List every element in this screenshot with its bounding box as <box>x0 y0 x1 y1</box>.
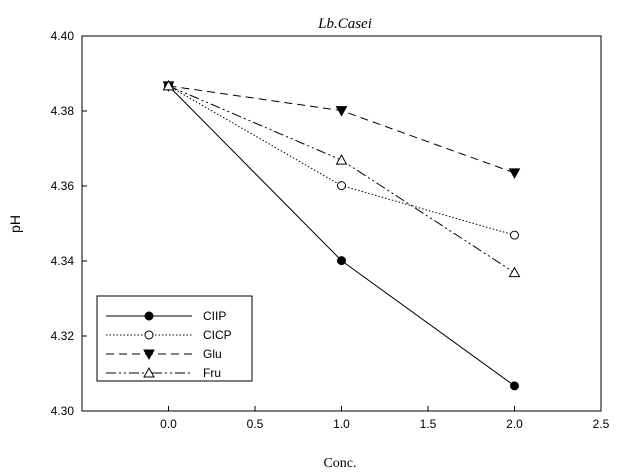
data-point <box>335 106 348 117</box>
y-tick-label: 4.30 <box>51 404 75 418</box>
legend-marker <box>143 366 155 378</box>
y-tick-label: 4.38 <box>51 104 75 118</box>
x-axis-label: Conc. <box>323 456 356 471</box>
legend-marker <box>144 311 154 321</box>
series-layer <box>162 79 521 391</box>
legend-item: CIIP <box>106 309 226 323</box>
y-tick-label: 4.34 <box>51 254 75 268</box>
x-tick-label: 2.5 <box>593 417 610 431</box>
x-tick-label: 0.5 <box>247 417 264 431</box>
series-fru <box>162 79 521 278</box>
data-point <box>508 168 521 179</box>
x-tick-label: 1.0 <box>333 417 350 431</box>
data-point <box>337 181 346 191</box>
y-axis-label: pH <box>7 215 23 233</box>
legend-label: CICP <box>203 328 232 342</box>
y-axis: 4.30 4.32 4.34 4.36 4.38 4.40 <box>51 29 87 418</box>
data-point <box>510 381 519 391</box>
data-point <box>510 230 519 240</box>
legend-item: Glu <box>106 347 222 361</box>
data-point <box>337 256 346 266</box>
legend-label: CIIP <box>203 309 226 323</box>
data-point <box>162 79 175 91</box>
x-tick-label: 2.0 <box>506 417 523 431</box>
legend-label: Glu <box>203 347 222 361</box>
legend: CIIP CICP Glu Fru <box>96 295 253 382</box>
data-point <box>335 154 348 165</box>
x-axis: 0.0 0.5 1.0 1.5 2.0 2.5 <box>160 406 610 431</box>
y-tick-label: 4.40 <box>51 29 75 43</box>
legend-item: Fru <box>106 366 221 380</box>
data-point <box>508 266 521 278</box>
legend-item: CICP <box>106 328 232 342</box>
legend-frame <box>96 295 253 382</box>
y-tick-label: 4.32 <box>51 329 75 343</box>
legend-marker <box>144 330 154 340</box>
x-tick-label: 1.5 <box>420 417 437 431</box>
x-tick-label: 0.0 <box>160 417 177 431</box>
legend-label: Fru <box>203 366 221 380</box>
legend-marker <box>143 349 155 361</box>
y-tick-label: 4.36 <box>51 179 75 193</box>
chart-title: Lb.Casei <box>317 16 372 32</box>
